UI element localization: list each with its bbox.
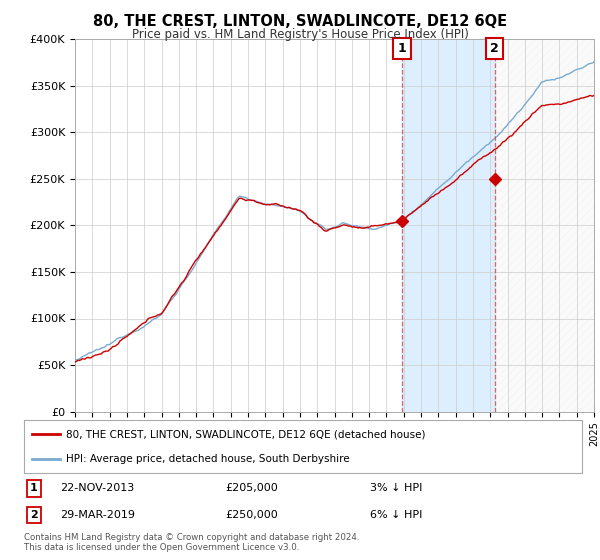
Text: This data is licensed under the Open Government Licence v3.0.: This data is licensed under the Open Gov… <box>24 543 299 552</box>
Text: Contains HM Land Registry data © Crown copyright and database right 2024.: Contains HM Land Registry data © Crown c… <box>24 533 359 542</box>
Text: 80, THE CREST, LINTON, SWADLINCOTE, DE12 6QE (detached house): 80, THE CREST, LINTON, SWADLINCOTE, DE12… <box>66 430 425 440</box>
Text: £250,000: £250,000 <box>225 510 278 520</box>
Text: 1: 1 <box>30 483 38 493</box>
Text: £205,000: £205,000 <box>225 483 278 493</box>
Text: 3% ↓ HPI: 3% ↓ HPI <box>370 483 422 493</box>
Text: 29-MAR-2019: 29-MAR-2019 <box>60 510 135 520</box>
Bar <box>402 39 494 412</box>
Text: 2: 2 <box>490 42 499 55</box>
Text: 80, THE CREST, LINTON, SWADLINCOTE, DE12 6QE: 80, THE CREST, LINTON, SWADLINCOTE, DE12… <box>93 14 507 29</box>
Text: Price paid vs. HM Land Registry's House Price Index (HPI): Price paid vs. HM Land Registry's House … <box>131 28 469 41</box>
Text: 2: 2 <box>30 510 38 520</box>
Text: 1: 1 <box>398 42 406 55</box>
Text: HPI: Average price, detached house, South Derbyshire: HPI: Average price, detached house, Sout… <box>66 454 349 464</box>
Text: 6% ↓ HPI: 6% ↓ HPI <box>370 510 422 520</box>
Bar <box>494 39 594 412</box>
Text: 22-NOV-2013: 22-NOV-2013 <box>60 483 134 493</box>
